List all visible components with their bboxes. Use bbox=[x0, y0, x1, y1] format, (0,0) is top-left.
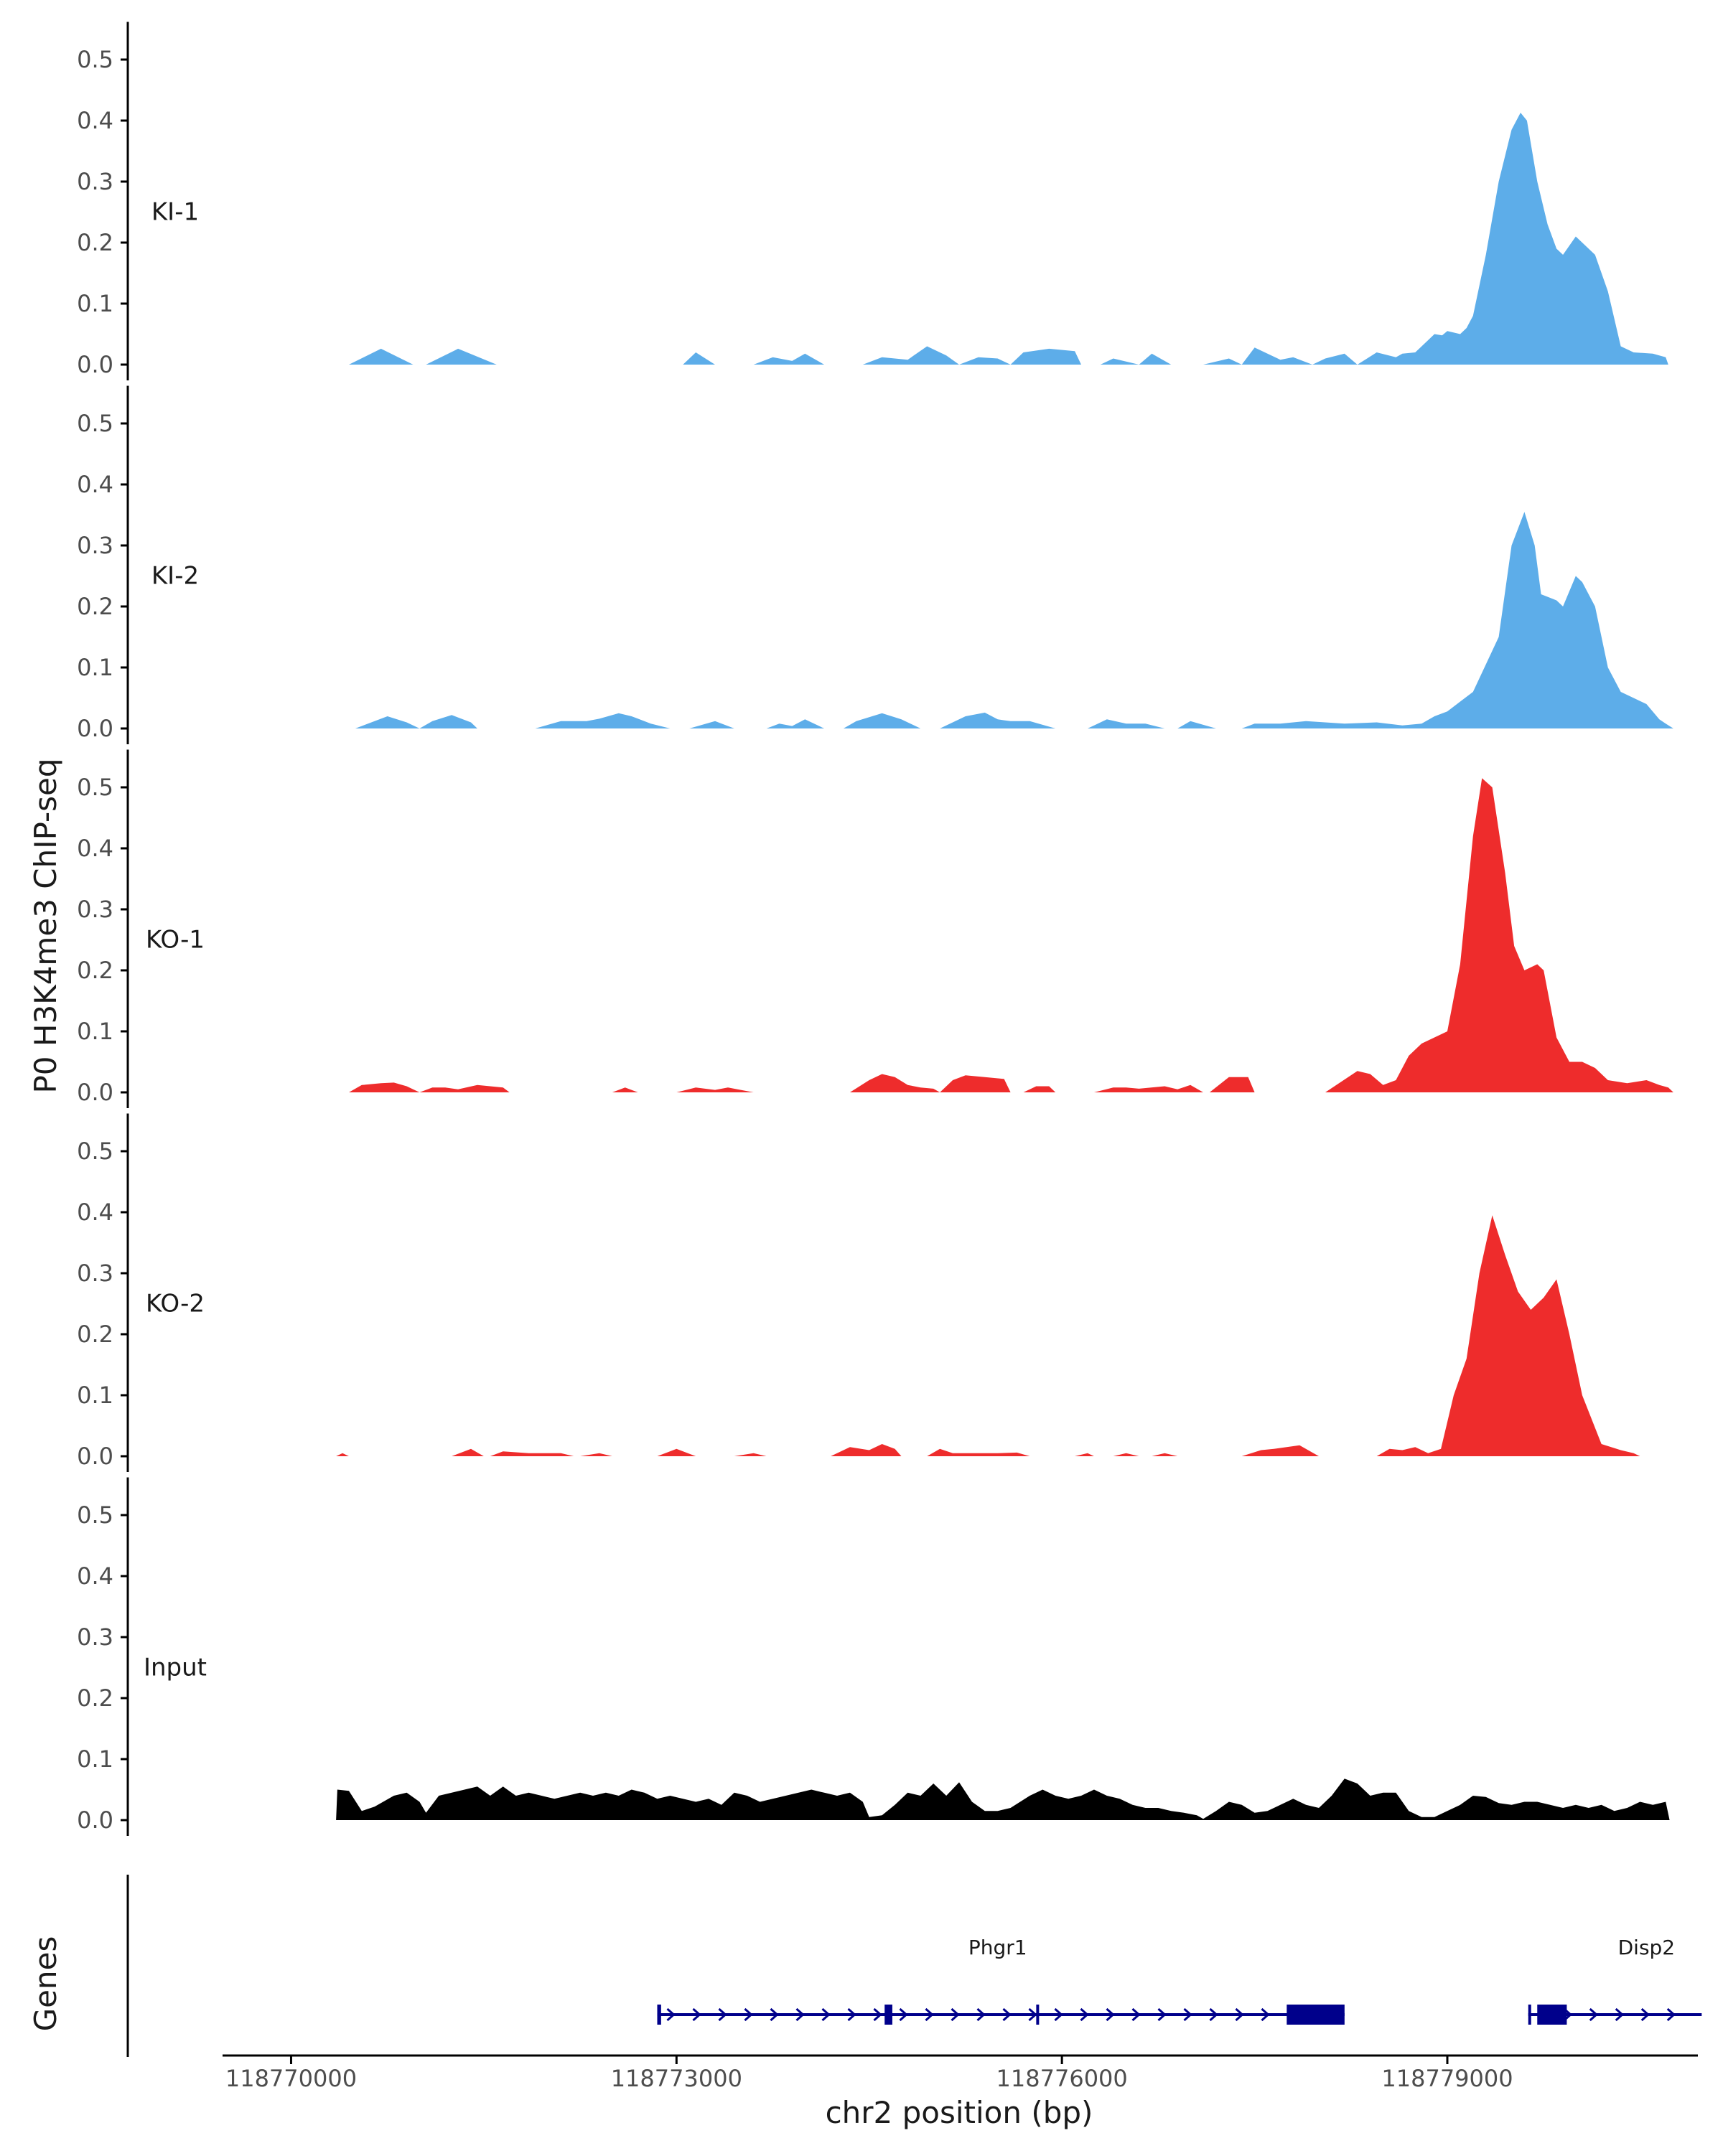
x-axis-title: chr2 position (bp) bbox=[826, 2095, 1093, 2130]
track-label: KO-1 bbox=[146, 926, 205, 955]
y-tick-label: 0.5 bbox=[77, 1501, 113, 1529]
gene-disp2: Disp2 bbox=[1528, 1936, 1702, 2025]
strand-chevron bbox=[873, 2007, 882, 2022]
y-tick-label: 0.2 bbox=[77, 593, 113, 620]
strand-chevron bbox=[1235, 2007, 1244, 2022]
gene-phgr1: Phgr1 bbox=[657, 1936, 1345, 2025]
y-tick-label: 0.1 bbox=[77, 654, 113, 681]
signal-area-ki-1 bbox=[349, 113, 1668, 365]
y-tick-label: 0.0 bbox=[77, 1079, 113, 1106]
gene-exon bbox=[1036, 2005, 1040, 2025]
strand-chevron bbox=[1028, 2007, 1037, 2022]
y-tick-label: 0.1 bbox=[77, 290, 113, 317]
strand-chevron bbox=[1157, 2007, 1167, 2022]
y-tick-label: 0.3 bbox=[77, 168, 113, 195]
signal-area-input bbox=[336, 1778, 1670, 1820]
gene-label: Phgr1 bbox=[968, 1936, 1027, 1959]
strand-chevron bbox=[1183, 2007, 1192, 2022]
strand-chevron bbox=[899, 2007, 908, 2022]
strand-chevron bbox=[951, 2007, 960, 2022]
strand-chevron bbox=[1261, 2007, 1270, 2022]
y-tick-label: 0.0 bbox=[77, 351, 113, 378]
strand-chevron bbox=[847, 2007, 856, 2022]
strand-chevron bbox=[976, 2007, 986, 2022]
y-tick-label: 0.3 bbox=[77, 1623, 113, 1651]
gene-exon bbox=[1537, 2005, 1567, 2025]
gene-label: Disp2 bbox=[1618, 1936, 1676, 1959]
strand-chevron bbox=[1054, 2007, 1063, 2022]
track-ki-2: 0.0 0.1 0.2 0.3 0.4 0.5 KI-2 bbox=[77, 385, 1673, 744]
y-tick-label: 0.4 bbox=[77, 1199, 113, 1226]
y-tick-label: 0.0 bbox=[77, 715, 113, 742]
y-tick-label: 0.1 bbox=[77, 1018, 113, 1045]
strand-chevron bbox=[744, 2007, 753, 2022]
strand-chevron bbox=[795, 2007, 805, 2022]
x-tick-label: 118773000 bbox=[611, 2065, 742, 2092]
tracks-layer: 0.0 0.1 0.2 0.3 0.4 0.5 KI-1 0.0 0.1 0.2 0.3 0.4 0.5… bbox=[77, 22, 1673, 1836]
y-tick-label: 0.2 bbox=[77, 229, 113, 256]
genes-track-title: Genes bbox=[28, 1936, 63, 2032]
gene-exon bbox=[884, 2005, 892, 2025]
x-axis: 118770000 118773000 118776000 118779000 bbox=[223, 2054, 1698, 2092]
strand-chevron bbox=[718, 2007, 727, 2022]
y-tick-label: 0.4 bbox=[77, 1562, 113, 1590]
y-tick-label: 0.4 bbox=[77, 471, 113, 498]
strand-chevron bbox=[1002, 2007, 1012, 2022]
track-ko-1: 0.0 0.1 0.2 0.3 0.4 0.5 KO-1 bbox=[77, 749, 1673, 1108]
y-tick-label: 0.4 bbox=[77, 107, 113, 134]
track-ko-2: 0.0 0.1 0.2 0.3 0.4 0.5 KO-2 bbox=[77, 1113, 1640, 1472]
y-tick-label: 0.1 bbox=[77, 1382, 113, 1409]
track-input: 0.0 0.1 0.2 0.3 0.4 0.5 Input bbox=[77, 1477, 1670, 1836]
strand-chevron bbox=[1589, 2007, 1598, 2022]
track-label: KI-1 bbox=[151, 198, 199, 227]
strand-chevron bbox=[1106, 2007, 1115, 2022]
y-tick-label: 0.3 bbox=[77, 1260, 113, 1287]
y-tick-label: 0.2 bbox=[77, 1684, 113, 1712]
x-tick-label: 118770000 bbox=[225, 2065, 357, 2092]
track-label: Input bbox=[144, 1654, 207, 1682]
x-tick-label: 118779000 bbox=[1381, 2065, 1513, 2092]
strand-chevron bbox=[1131, 2007, 1141, 2022]
y-tick-label: 0.5 bbox=[77, 410, 113, 437]
y-tick-label: 0.3 bbox=[77, 896, 113, 923]
strand-chevron bbox=[1640, 2007, 1650, 2022]
signal-area-ko-1 bbox=[349, 778, 1673, 1092]
y-tick-label: 0.0 bbox=[77, 1443, 113, 1470]
gene-exon bbox=[1287, 2005, 1345, 2025]
track-label: KI-2 bbox=[151, 562, 199, 591]
y-tick-label: 0.5 bbox=[77, 46, 113, 73]
y-tick-label: 0.4 bbox=[77, 835, 113, 862]
y-tick-label: 0.3 bbox=[77, 532, 113, 559]
strand-chevron bbox=[925, 2007, 934, 2022]
y-tick-label: 0.2 bbox=[77, 957, 113, 984]
gene-exon bbox=[657, 2005, 661, 2025]
strand-chevron bbox=[1615, 2007, 1624, 2022]
x-tick-label: 118776000 bbox=[996, 2065, 1128, 2092]
y-tick-label: 0.0 bbox=[77, 1806, 113, 1834]
track-label: KO-2 bbox=[146, 1290, 205, 1318]
y-tick-label: 0.5 bbox=[77, 1138, 113, 1165]
strand-chevron bbox=[1080, 2007, 1089, 2022]
strand-chevron bbox=[821, 2007, 831, 2022]
gene-exon bbox=[1528, 2005, 1531, 2025]
signal-area-ki-2 bbox=[355, 512, 1673, 728]
strand-chevron bbox=[692, 2007, 701, 2022]
signal-area-ko-2 bbox=[336, 1215, 1640, 1456]
track-ki-1: 0.0 0.1 0.2 0.3 0.4 0.5 KI-1 bbox=[77, 22, 1668, 380]
y-tick-label: 0.5 bbox=[77, 774, 113, 801]
strand-chevron bbox=[666, 2007, 676, 2022]
strand-chevron bbox=[1666, 2007, 1676, 2022]
y-axis-title: P0 H3K4me3 ChIP-seq bbox=[28, 758, 63, 1093]
y-tick-label: 0.2 bbox=[77, 1321, 113, 1348]
strand-chevron bbox=[1209, 2007, 1218, 2022]
y-tick-label: 0.1 bbox=[77, 1745, 113, 1773]
genes-layer: Phgr1 Disp2 bbox=[126, 1875, 1702, 2057]
strand-chevron bbox=[770, 2007, 779, 2022]
